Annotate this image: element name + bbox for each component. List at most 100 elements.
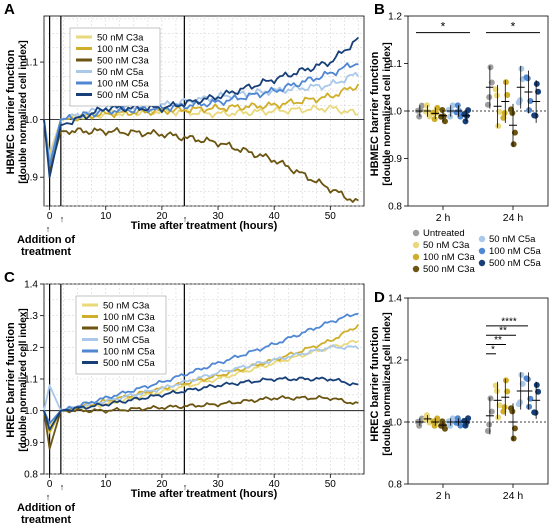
data-point (496, 108, 503, 115)
x-tick-label: 24 h (503, 490, 524, 502)
legend-label: 500 nM C3a (103, 324, 155, 335)
lines-c (43, 312, 360, 450)
legend-label: 100 nM C5a (97, 79, 149, 90)
data-point (501, 109, 508, 116)
x-tick-label: 10 (100, 211, 112, 222)
legend-label: Untreated (423, 228, 465, 239)
data-point (439, 107, 446, 114)
data-point (532, 409, 539, 416)
y-tick-label: 1.0 (388, 107, 402, 118)
data-point (532, 112, 539, 119)
y-tick-label: 0.8 (388, 202, 402, 213)
data-point (502, 377, 509, 384)
legend-label: 50 nM C5a (489, 234, 536, 245)
data-point (465, 415, 472, 422)
data-point (486, 94, 493, 101)
data-point (496, 402, 503, 409)
data-point (533, 381, 540, 388)
legend-marker (478, 235, 486, 243)
series-line (43, 376, 359, 431)
data-point (447, 113, 454, 120)
ylabel-d-line2: [double normalized cell index] (382, 312, 393, 455)
arrow-a-1: ↑ (46, 224, 51, 234)
x-tick-label: 24 h (503, 212, 524, 224)
legend-label: 100 nM C5a (103, 347, 155, 358)
data-point (527, 97, 534, 104)
data-point (434, 415, 441, 422)
ylabel-b-line1: HBMEC barrier function (369, 51, 381, 176)
annot-a-2: treatment (21, 246, 71, 258)
legend-label: 500 nM C3a (423, 264, 475, 275)
significance-label: * (491, 344, 495, 355)
xlabel-c: Time after treatment (hours) (131, 488, 278, 500)
data-point (518, 65, 525, 72)
arrow-c-1: ↑ (46, 492, 51, 502)
data-point (487, 64, 494, 71)
data-point (519, 380, 526, 387)
legend-label: 500 nM C3a (97, 56, 149, 67)
data-point (504, 92, 511, 99)
data-point (486, 421, 493, 428)
ticks-c: 0 10 20 30 40 50 0.8 0.9 1.0 1.1 1.2 1.3 1.4 (24, 280, 336, 491)
xlabel-a: Time after treatment (hours) (131, 220, 278, 232)
arrow-a-2: ↑ (60, 214, 65, 224)
plot-frame (407, 297, 549, 485)
plot-d: 0.81.01.21.42 h 24 h********* (388, 294, 549, 502)
ylabel-b-line2: [double normalized cell index] (382, 42, 393, 185)
legend-marker (412, 229, 420, 237)
legend-label: 100 nM C3a (423, 252, 475, 263)
data-point (484, 428, 491, 435)
legend-label: 50 nM C5a (97, 67, 144, 78)
data-point (416, 113, 423, 120)
x-tick-label: 20 (156, 211, 168, 222)
y-tick-label: 1.1 (388, 59, 402, 70)
data-point (501, 404, 508, 411)
series-line (43, 36, 360, 179)
y-tick-label: 1.0 (24, 115, 38, 126)
data-point (535, 388, 542, 395)
data-point (526, 403, 533, 410)
data-point (434, 104, 441, 111)
data-point (488, 408, 495, 415)
data-point (441, 118, 448, 125)
x-tick-label: 40 (269, 479, 281, 490)
x-tick-label: 20 (156, 479, 168, 490)
data-point (441, 425, 448, 432)
y-tick-label: 1.0 (388, 418, 402, 429)
data-point (509, 110, 516, 117)
x-tick-label: 30 (212, 479, 224, 490)
panel-letter-c: C (4, 269, 15, 286)
data-point (426, 113, 433, 120)
y-tick-label: 0.8 (388, 480, 402, 491)
annot-c-1: Addition of (17, 502, 75, 514)
ylabel-c-line2: [double normalized cell index] (18, 308, 29, 451)
panel-letter-d: D (374, 289, 385, 306)
series-line (43, 62, 359, 167)
legend-label: 500 nM C5a (489, 258, 541, 269)
data-point (524, 75, 531, 82)
data-point (510, 435, 517, 442)
x-tick-label: 0 (47, 479, 53, 490)
legend-marker (478, 247, 486, 255)
panel-c: C HREC barrier function [double normaliz… (4, 269, 365, 526)
data-point (535, 88, 542, 95)
data-point (495, 122, 502, 129)
panel-b: B HBMEC barrier function [double normali… (369, 1, 549, 224)
ylabel-d-line1: HREC barrier function (369, 326, 381, 442)
x-tick-label: 50 (325, 479, 337, 490)
y-tick-label: 0.9 (24, 173, 38, 184)
series-line (43, 83, 360, 167)
y-tick-label: 0.9 (24, 438, 38, 449)
series-line (43, 71, 360, 161)
data-point (488, 79, 495, 86)
data-point (502, 79, 509, 86)
y-tick-label: 1.1 (24, 375, 38, 386)
plot-b: 0.8 0.9 1.0 1.1 1.2 2 h 24 h * * (388, 12, 549, 224)
arrow-c-2: ↑ (60, 482, 65, 492)
panel-letter-a: A (4, 1, 15, 18)
legend-label: 50 nM C3a (103, 301, 150, 312)
